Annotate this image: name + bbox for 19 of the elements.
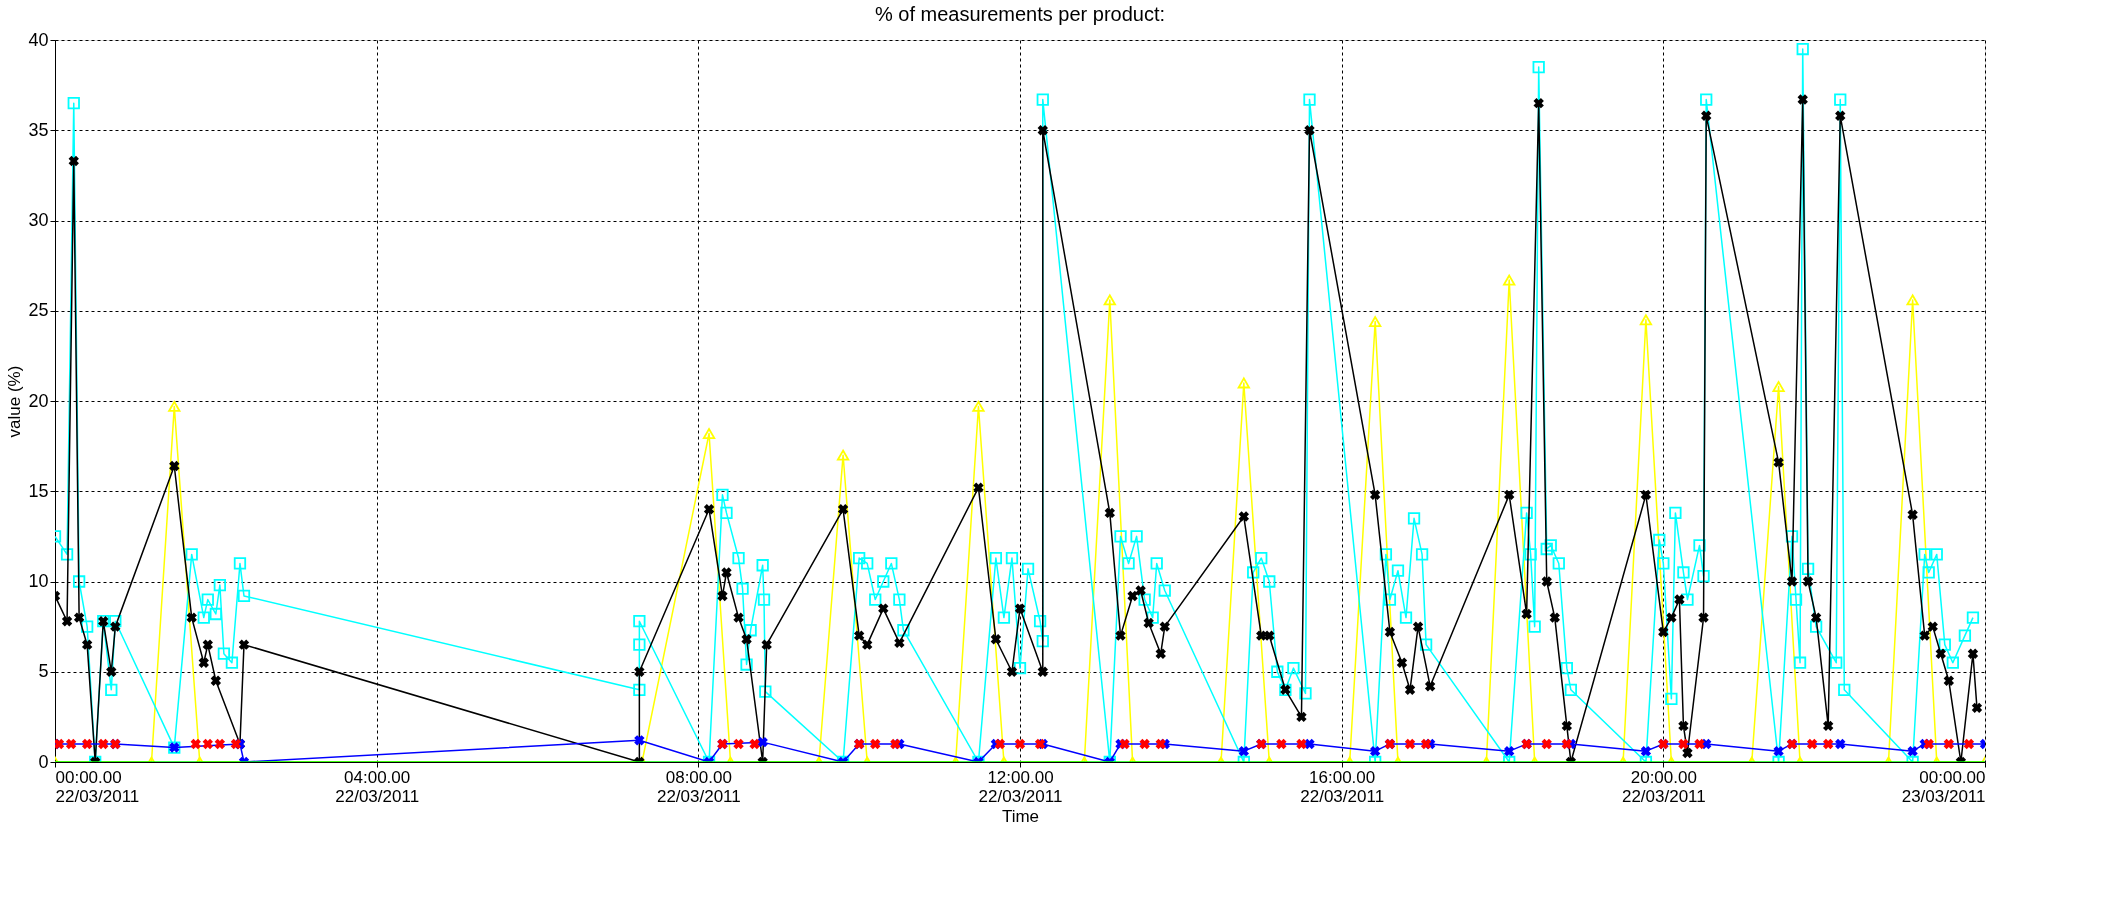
x-tick-label: 08:00.00 22/03/2011 <box>656 767 741 806</box>
y-tick-label: 5 <box>38 661 49 682</box>
y-tick-label: 40 <box>28 29 49 50</box>
y-tick-label: 25 <box>28 300 49 321</box>
y-tick-label: 30 <box>28 210 49 230</box>
y-axis-title: value (%) <box>5 365 25 438</box>
x-tick-label: 12:00.00 22/03/2011 <box>978 767 1063 806</box>
y-tick-label: 10 <box>28 571 49 591</box>
x-tick-label: 00:00.00 23/03/2011 <box>1901 767 1986 806</box>
x-tick-label: 20:00.00 22/03/2011 <box>1621 767 1706 806</box>
y-tick-label: 0 <box>38 751 49 772</box>
y-tick-label: 15 <box>28 480 49 501</box>
y-tick-label: 35 <box>28 119 49 140</box>
x-tick-label: 16:00.00 22/03/2011 <box>1300 767 1385 806</box>
x-tick-label: 04:00.00 22/03/2011 <box>335 767 420 806</box>
x-axis-title: Time <box>1001 806 1040 826</box>
x-tick-label: 00:00.00 22/03/2011 <box>55 767 140 806</box>
y-tick-label: 20 <box>28 390 49 411</box>
chart-title: % of measurements per product: <box>874 3 1166 25</box>
